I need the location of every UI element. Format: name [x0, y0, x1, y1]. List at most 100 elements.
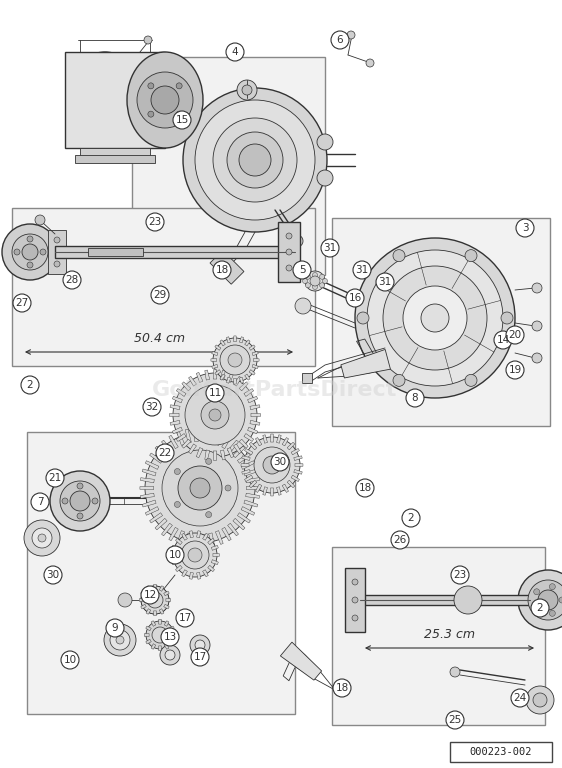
Circle shape — [534, 605, 540, 611]
Polygon shape — [189, 444, 197, 454]
Polygon shape — [341, 349, 391, 378]
Polygon shape — [234, 379, 237, 384]
Polygon shape — [155, 518, 167, 530]
Circle shape — [526, 686, 554, 714]
Polygon shape — [250, 420, 260, 425]
Circle shape — [501, 312, 513, 324]
Polygon shape — [295, 464, 303, 466]
Circle shape — [302, 279, 307, 283]
Circle shape — [305, 274, 310, 280]
Polygon shape — [182, 570, 187, 577]
Polygon shape — [203, 533, 209, 540]
Ellipse shape — [127, 52, 203, 148]
Circle shape — [323, 279, 328, 283]
Circle shape — [352, 597, 358, 603]
Circle shape — [176, 609, 194, 627]
Polygon shape — [189, 531, 193, 538]
Text: 20: 20 — [509, 330, 522, 340]
Text: 15: 15 — [175, 115, 189, 125]
Circle shape — [181, 541, 209, 569]
Polygon shape — [142, 500, 156, 507]
Circle shape — [391, 531, 409, 549]
Bar — [48, 230, 66, 274]
Circle shape — [532, 321, 542, 331]
Polygon shape — [237, 513, 251, 523]
Polygon shape — [185, 429, 191, 443]
Circle shape — [346, 289, 364, 307]
Circle shape — [213, 338, 257, 382]
Polygon shape — [176, 433, 186, 442]
Text: 5: 5 — [298, 265, 305, 275]
Circle shape — [104, 624, 136, 656]
Circle shape — [494, 331, 512, 349]
Polygon shape — [239, 382, 248, 391]
Circle shape — [35, 215, 45, 225]
Circle shape — [148, 83, 154, 89]
Circle shape — [402, 509, 420, 527]
Circle shape — [151, 86, 179, 114]
Polygon shape — [233, 376, 242, 386]
Circle shape — [209, 409, 221, 421]
Circle shape — [355, 238, 515, 398]
Polygon shape — [263, 487, 268, 495]
Polygon shape — [171, 560, 179, 564]
Polygon shape — [263, 435, 268, 443]
Polygon shape — [208, 565, 215, 571]
Polygon shape — [287, 442, 294, 450]
Circle shape — [13, 294, 31, 312]
Circle shape — [317, 170, 333, 186]
Circle shape — [312, 284, 318, 290]
Polygon shape — [291, 449, 300, 455]
Polygon shape — [244, 389, 253, 396]
Circle shape — [147, 592, 163, 608]
Bar — [27, 432, 295, 714]
Polygon shape — [242, 469, 250, 474]
Bar — [345, 568, 365, 632]
Bar — [80, 148, 150, 160]
Circle shape — [14, 249, 20, 255]
Circle shape — [190, 478, 210, 498]
Polygon shape — [220, 370, 225, 380]
Polygon shape — [227, 372, 234, 382]
Circle shape — [357, 312, 369, 324]
Circle shape — [293, 261, 311, 279]
Polygon shape — [237, 453, 251, 463]
Text: 12: 12 — [143, 590, 157, 600]
Circle shape — [183, 88, 327, 232]
Polygon shape — [177, 432, 185, 445]
Polygon shape — [173, 427, 183, 434]
Polygon shape — [277, 487, 281, 495]
Polygon shape — [228, 440, 238, 453]
Circle shape — [151, 286, 169, 304]
Circle shape — [70, 491, 90, 511]
Polygon shape — [169, 626, 174, 631]
Polygon shape — [241, 461, 255, 469]
Circle shape — [106, 619, 124, 637]
Polygon shape — [161, 440, 173, 453]
Circle shape — [54, 237, 60, 243]
Circle shape — [533, 693, 547, 707]
Circle shape — [146, 621, 174, 649]
Bar — [332, 547, 545, 725]
Polygon shape — [164, 644, 169, 649]
Polygon shape — [153, 584, 156, 589]
Circle shape — [176, 83, 182, 89]
Circle shape — [254, 447, 290, 483]
Polygon shape — [244, 469, 258, 476]
Text: 18: 18 — [336, 683, 348, 693]
Circle shape — [244, 437, 300, 493]
Polygon shape — [139, 598, 144, 601]
Polygon shape — [211, 359, 216, 362]
Circle shape — [366, 59, 374, 67]
Circle shape — [516, 219, 534, 237]
Circle shape — [310, 276, 320, 286]
Polygon shape — [233, 518, 245, 530]
Bar — [132, 57, 325, 275]
Circle shape — [161, 628, 179, 646]
Circle shape — [173, 373, 257, 457]
Circle shape — [406, 389, 424, 407]
Polygon shape — [171, 634, 176, 637]
Circle shape — [213, 118, 297, 202]
Polygon shape — [252, 364, 259, 369]
Polygon shape — [270, 488, 274, 496]
